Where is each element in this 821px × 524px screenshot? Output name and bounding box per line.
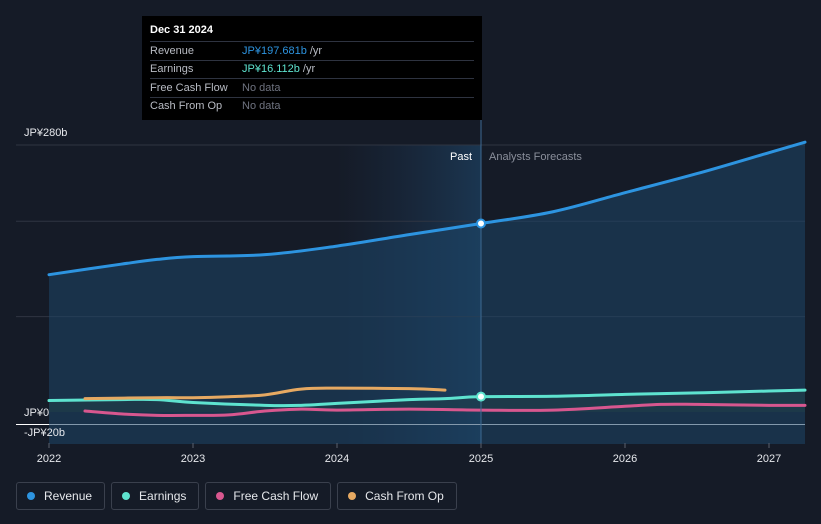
- tooltip-value: No data: [242, 100, 281, 113]
- tooltip-row-cash-from-op: Cash From Op No data: [150, 96, 474, 116]
- cash-from-op-dot-icon: [348, 492, 357, 500]
- legend-item-cash-from-op[interactable]: Cash From Op: [337, 482, 457, 510]
- x-tick-label: 2025: [469, 453, 493, 465]
- tooltip-date: Dec 31 2024: [150, 24, 213, 36]
- free-cash-flow-dot-icon: [216, 492, 225, 500]
- revenue-dot-icon: [27, 492, 35, 500]
- past-label: Past: [450, 151, 472, 163]
- revenue-line: [47, 140, 807, 277]
- legend-item-earnings[interactable]: Earnings: [111, 482, 200, 510]
- tooltip-value: JP¥16.112b: [242, 63, 300, 76]
- y-axis-max-label: JP¥280b: [24, 127, 67, 139]
- chart: Past Analysts Forecasts JP¥280b JP¥0 -JP…: [16, 120, 807, 465]
- analysts-forecasts-label: Analysts Forecasts: [489, 151, 582, 163]
- tooltip-unit: /yr: [302, 63, 316, 76]
- tooltip-unit: /yr: [309, 44, 323, 57]
- legend-label: Earnings: [139, 489, 187, 503]
- legend-label: Revenue: [44, 489, 93, 503]
- revenue-area: [49, 142, 805, 444]
- tooltip-row-revenue: Revenue JP¥197.681b /yr: [150, 41, 474, 60]
- tooltip: Dec 31 2024 Revenue JP¥197.681b /yr Earn…: [142, 16, 482, 120]
- tooltip-label: Earnings: [150, 63, 194, 76]
- tooltip-value: JP¥197.681b: [242, 44, 307, 57]
- legend-label: Free Cash Flow: [233, 489, 319, 503]
- tooltip-row-earnings: Earnings JP¥16.112b /yr: [150, 59, 474, 79]
- tooltip-row-free-cash-flow: Free Cash Flow No data: [150, 78, 474, 97]
- earnings-marker[interactable]: [476, 391, 486, 402]
- legend-label: Cash From Op: [365, 489, 444, 503]
- y-axis-zero-label: JP¥0: [24, 407, 49, 419]
- legend-item-free-cash-flow[interactable]: Free Cash Flow: [205, 482, 332, 510]
- cash-from-op-line: [83, 386, 447, 401]
- x-tick-label: 2024: [325, 453, 349, 465]
- earnings-dot-icon: [122, 492, 131, 500]
- legend: Revenue Earnings Free Cash Flow Cash Fro…: [16, 482, 457, 510]
- legend-item-revenue[interactable]: Revenue: [16, 482, 106, 510]
- earnings-line: [47, 388, 807, 408]
- x-tick-label: 2023: [181, 453, 205, 465]
- revenue-marker[interactable]: [476, 218, 486, 229]
- x-tick-label: 2026: [613, 453, 637, 465]
- y-axis-min-label: -JP¥20b: [24, 427, 65, 439]
- x-tick-label: 2027: [757, 453, 781, 465]
- x-tick-label: 2022: [37, 453, 61, 465]
- tooltip-label: Cash From Op: [150, 100, 223, 113]
- tooltip-label: Revenue: [150, 44, 195, 57]
- free-cash-flow-line: [83, 402, 807, 417]
- tooltip-value: No data: [242, 81, 281, 94]
- tooltip-label: Free Cash Flow: [150, 81, 228, 94]
